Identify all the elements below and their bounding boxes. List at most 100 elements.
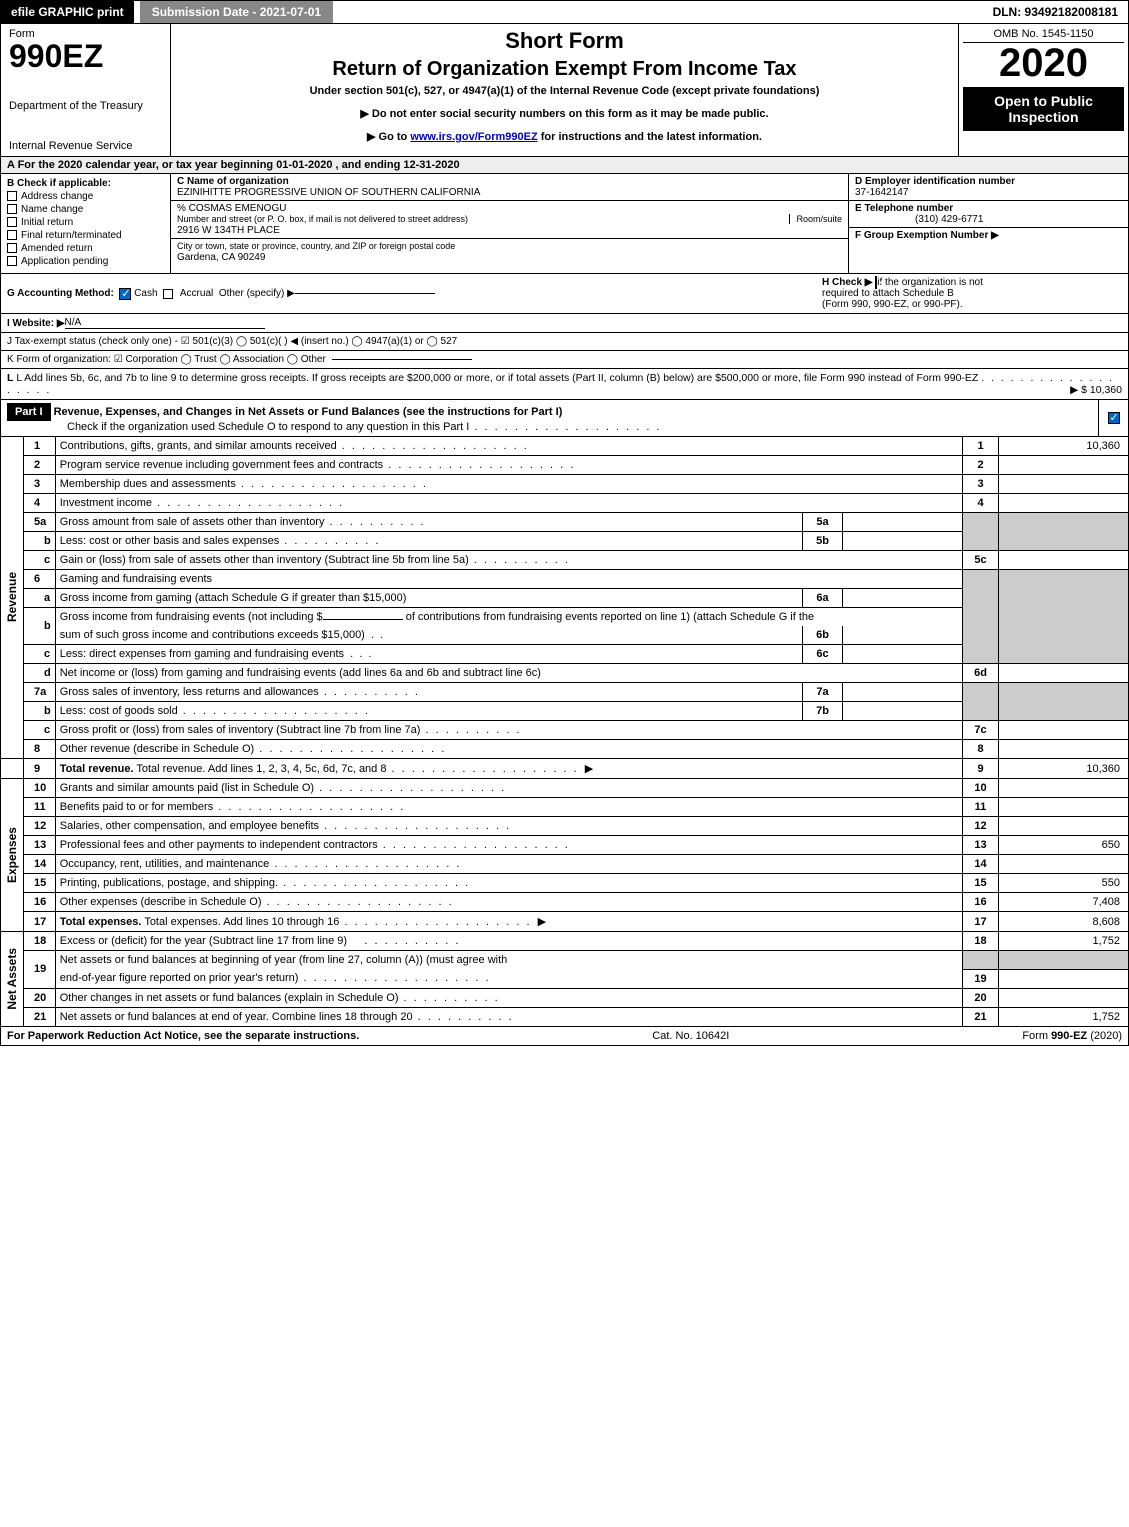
l-amount: ▶ $ 10,360	[1070, 384, 1122, 396]
tax-year: 2020	[963, 43, 1124, 83]
section-c-label: C Name of organization	[177, 176, 289, 187]
j-status-text: J Tax-exempt status (check only one) - ☑…	[7, 336, 457, 347]
top-toolbar: efile GRAPHIC print Submission Date - 20…	[0, 0, 1129, 24]
line-7a-desc: Gross sales of inventory, less returns a…	[55, 683, 802, 702]
line-2-desc: Program service revenue including govern…	[55, 456, 962, 475]
line-1-desc: Contributions, gifts, grants, and simila…	[55, 437, 962, 456]
line-18-amount: 1,752	[999, 932, 1129, 951]
chk-amended-return[interactable]: Amended return	[7, 243, 164, 254]
line-10-amount	[999, 779, 1129, 798]
accounting-other-input[interactable]	[295, 293, 435, 294]
line-15-desc: Printing, publications, postage, and shi…	[55, 874, 962, 893]
line-6b-desc-2: sum of such gross income and contributio…	[55, 626, 802, 645]
line-6d-amount	[999, 664, 1129, 683]
part1-header-row: Part I Revenue, Expenses, and Changes in…	[0, 400, 1129, 437]
section-c: C Name of organization EZINIHITTE PROGRE…	[171, 174, 848, 273]
line-4-amount	[999, 494, 1129, 513]
revenue-side-label: Revenue	[1, 437, 24, 759]
line-7c-desc: Gross profit or (loss) from sales of inv…	[55, 721, 962, 740]
part1-schedule-o-checkbox[interactable]	[1098, 400, 1128, 436]
chk-initial-return[interactable]: Initial return	[7, 217, 164, 228]
line-1-num: 1	[24, 437, 56, 456]
city-state-zip: Gardena, CA 90249	[177, 252, 265, 263]
line-4-desc: Investment income	[55, 494, 962, 513]
chk-address-change[interactable]: Address change	[7, 191, 164, 202]
submission-date-button[interactable]: Submission Date - 2021-07-01	[140, 1, 333, 23]
part1-check-text: Check if the organization used Schedule …	[7, 421, 469, 433]
ssn-warning: ▶ Do not enter social security numbers o…	[179, 107, 950, 120]
header-right: OMB No. 1545-1150 2020 Open to Public In…	[958, 24, 1128, 156]
line-1-no: 1	[963, 437, 999, 456]
line-a-tax-year: A For the 2020 calendar year, or tax yea…	[0, 157, 1129, 174]
accounting-other: Other (specify) ▶	[219, 288, 295, 299]
form-number: 990EZ	[9, 40, 162, 72]
row-l-gross-receipts: L L Add lines 5b, 6c, and 7b to line 9 t…	[0, 369, 1129, 400]
line-7c-amount	[999, 721, 1129, 740]
line-7b-desc: Less: cost of goods sold	[55, 702, 802, 721]
header-center: Short Form Return of Organization Exempt…	[171, 24, 958, 156]
line-8-desc: Other revenue (describe in Schedule O)	[55, 740, 962, 759]
line-5a-mini: 5a	[803, 513, 843, 532]
line-19-desc-2: end-of-year figure reported on prior yea…	[55, 969, 962, 988]
chk-application-pending[interactable]: Application pending	[7, 256, 164, 267]
website-label: I Website: ▶	[7, 318, 65, 329]
website-value: N/A	[65, 317, 265, 329]
line-13-amount: 650	[999, 836, 1129, 855]
line-6b-amount-input[interactable]	[323, 619, 403, 620]
section-b: B Check if applicable: Address change Na…	[1, 174, 171, 273]
part1-lines-table: Revenue 1 Contributions, gifts, grants, …	[0, 437, 1129, 1027]
line-6c-desc: Less: direct expenses from gaming and fu…	[55, 645, 802, 664]
dept-irs: Internal Revenue Service	[9, 140, 162, 152]
h-check-block: H Check ▶ if the organization is not req…	[822, 277, 1122, 310]
room-suite-label: Room/suite	[789, 214, 842, 224]
line-15-amount: 550	[999, 874, 1129, 893]
street-address: 2916 W 134TH PLACE	[177, 225, 280, 236]
line-21-amount: 1,752	[999, 1007, 1129, 1026]
line-9-desc: Total revenue. Total revenue. Add lines …	[55, 759, 962, 779]
city-label: City or town, state or province, country…	[177, 241, 455, 251]
ein-label: D Employer identification number	[855, 176, 1015, 187]
street-label: Number and street (or P. O. box, if mail…	[177, 214, 468, 224]
section-d-e-f: D Employer identification number 37-1642…	[848, 174, 1128, 273]
part1-title: Revenue, Expenses, and Changes in Net As…	[54, 406, 563, 418]
line-9-amount: 10,360	[999, 759, 1129, 779]
line-1-amount: 10,360	[999, 437, 1129, 456]
open-public-badge: Open to Public Inspection	[963, 87, 1124, 131]
line-5a-mini-val	[843, 513, 963, 532]
row-k-form-org: K Form of organization: ☑ Corporation ◯ …	[0, 351, 1129, 369]
chk-cash[interactable]	[119, 288, 131, 300]
under-section: Under section 501(c), 527, or 4947(a)(1)…	[179, 85, 950, 97]
ein-value: 37-1642147	[855, 187, 908, 198]
line-6b-desc-1: Gross income from fundraising events (no…	[55, 608, 962, 627]
line-21-desc: Net assets or fund balances at end of ye…	[55, 1007, 962, 1026]
org-info-grid: B Check if applicable: Address change Na…	[0, 174, 1129, 274]
line-17-amount: 8,608	[999, 912, 1129, 932]
row-j-tax-exempt: J Tax-exempt status (check only one) - ☑…	[0, 333, 1129, 351]
dln-label: DLN: 93492182008181	[983, 1, 1128, 23]
chk-name-change[interactable]: Name change	[7, 204, 164, 215]
line-5b-desc: Less: cost or other basis and sales expe…	[55, 532, 802, 551]
line-12-desc: Salaries, other compensation, and employ…	[55, 817, 962, 836]
dept-treasury: Department of the Treasury	[9, 100, 162, 112]
line-11-desc: Benefits paid to or for members	[55, 798, 962, 817]
line-5a-desc: Gross amount from sale of assets other t…	[55, 513, 802, 532]
group-exemption-label: F Group Exemption Number ▶	[855, 230, 999, 241]
net-assets-side-label: Net Assets	[1, 932, 24, 1027]
chk-accrual[interactable]	[163, 289, 173, 299]
line-17-desc: Total expenses. Total expenses. Add line…	[55, 912, 962, 932]
line-5c-amount	[999, 551, 1129, 570]
efile-print-button[interactable]: efile GRAPHIC print	[1, 1, 134, 23]
irs-link[interactable]: www.irs.gov/Form990EZ	[410, 131, 537, 143]
k-other-input[interactable]	[332, 359, 472, 360]
chk-final-return[interactable]: Final return/terminated	[7, 230, 164, 241]
line-16-amount: 7,408	[999, 893, 1129, 912]
line-10-desc: Grants and similar amounts paid (list in…	[55, 779, 962, 798]
footer-cat-no: Cat. No. 10642I	[652, 1030, 729, 1042]
phone-label: E Telephone number	[855, 203, 953, 214]
phone-value: (310) 429-6771	[855, 214, 983, 225]
line-20-desc: Other changes in net assets or fund bala…	[55, 988, 962, 1007]
return-title: Return of Organization Exempt From Incom…	[179, 58, 950, 81]
row-i-website: I Website: ▶ N/A	[0, 314, 1129, 333]
chk-schedule-b-not-required[interactable]	[875, 276, 877, 289]
row-g-h: G Accounting Method: Cash Accrual Other …	[0, 274, 1129, 314]
